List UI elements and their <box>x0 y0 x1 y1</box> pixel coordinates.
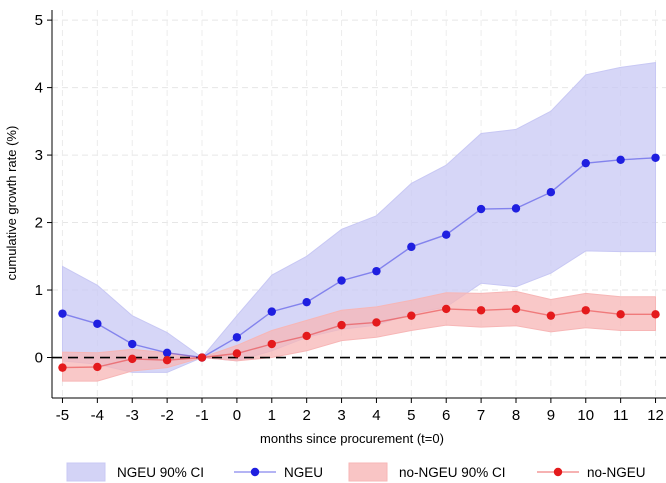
x-tick-label: 1 <box>268 407 276 424</box>
ngeu-point <box>337 276 346 285</box>
no-ngeu-point <box>128 354 137 364</box>
ngeu-point <box>58 309 67 318</box>
series-lines <box>62 157 656 369</box>
ngeu-point <box>511 204 521 213</box>
no-ngeu-point <box>302 331 311 341</box>
ngeu-point <box>442 230 451 239</box>
x-tick-label: -3 <box>126 407 139 424</box>
x-tick-label: 3 <box>337 407 345 424</box>
no-ngeu-point <box>232 349 242 358</box>
no-ngeu-point <box>476 306 486 315</box>
x-tick-label: 8 <box>512 407 520 424</box>
ngeu-point <box>267 307 276 316</box>
ngeu-line <box>62 157 656 359</box>
no-ngeu-line <box>62 308 656 369</box>
x-tick-label: -2 <box>160 407 173 424</box>
legend-ngeu-ci-swatch <box>66 462 106 482</box>
ngeu-point <box>128 339 137 349</box>
y-tick-label: 5 <box>35 12 43 29</box>
x-tick-label: -5 <box>56 407 69 424</box>
no-ngeu-point <box>651 310 660 319</box>
ngeu-point <box>546 187 556 197</box>
ngeu-point <box>651 153 660 162</box>
x-tick-label: 12 <box>647 407 664 424</box>
legend-ngeu-marker <box>250 467 260 477</box>
y-axis-label: cumulative growth rate (%) <box>4 126 19 281</box>
x-tick-label: -4 <box>91 407 104 424</box>
ngeu-point <box>93 319 102 328</box>
legend-label: no-NGEU <box>587 465 646 480</box>
no-ngeu-point <box>546 311 556 320</box>
no-ngeu-point <box>511 304 521 314</box>
x-tick-label: 2 <box>302 407 310 424</box>
no-ngeu-point <box>616 310 625 319</box>
no-ngeu-point <box>162 356 172 365</box>
ngeu-point <box>616 155 625 165</box>
legend-label: no-NGEU 90% CI <box>399 465 506 480</box>
legend-label: NGEU <box>284 465 323 480</box>
no-ngeu-point <box>337 320 346 330</box>
legend: NGEU 90% CI NGEU no-NGEU 90% CI no-NGEU <box>66 462 646 482</box>
legend-no-ngeu-ci-swatch <box>348 462 388 482</box>
no-ngeu-point <box>197 353 207 362</box>
no-ngeu-point <box>581 306 590 315</box>
ngeu-point <box>302 297 311 307</box>
y-tick-label: 1 <box>35 282 43 299</box>
x-tick-label: 7 <box>477 407 485 424</box>
no-ngeu-point <box>372 318 381 327</box>
ngeu-point <box>232 333 242 342</box>
x-tick-label: 9 <box>547 407 555 424</box>
legend-label: NGEU 90% CI <box>117 465 204 480</box>
x-axis-label: months since procurement (t=0) <box>260 431 444 446</box>
x-tick-label: 5 <box>407 407 415 424</box>
x-tick-label: -1 <box>195 407 208 424</box>
y-tick-label: 4 <box>35 80 43 97</box>
no-ngeu-point <box>407 311 416 320</box>
x-tick-label: 4 <box>372 407 380 424</box>
legend-no-ngeu-marker <box>553 467 563 477</box>
ngeu-point <box>581 158 590 168</box>
ngeu-point <box>407 242 416 252</box>
ngeu-point <box>476 204 486 214</box>
no-ngeu-ci-band <box>62 290 656 382</box>
y-tick-label: 2 <box>35 215 43 232</box>
no-ngeu-point <box>58 363 67 372</box>
ngeu-point <box>372 266 381 276</box>
x-tick-label: 0 <box>233 407 241 424</box>
series-points <box>58 153 660 372</box>
ngeu-point <box>162 348 172 357</box>
no-ngeu-point <box>93 362 102 372</box>
y-tick-label: 3 <box>35 147 43 164</box>
confidence-bands <box>62 62 656 382</box>
x-tick-label: 6 <box>442 407 450 424</box>
no-ngeu-point <box>442 304 451 314</box>
x-tick-label: 11 <box>613 407 629 424</box>
no-ngeu-point <box>267 339 276 349</box>
x-tick-label: 10 <box>577 407 594 424</box>
y-tick-label: 0 <box>35 350 43 367</box>
